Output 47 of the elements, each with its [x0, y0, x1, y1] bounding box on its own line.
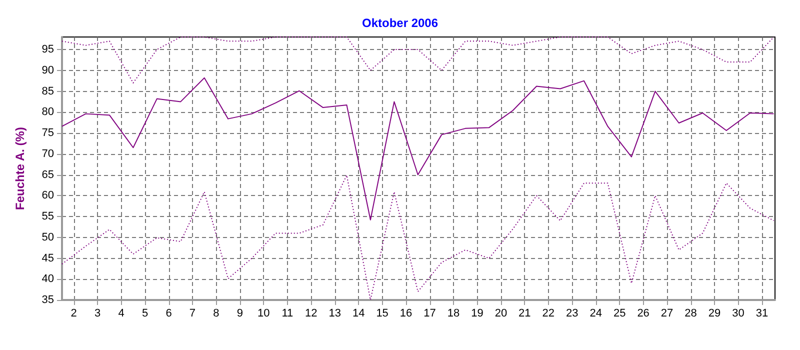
y-axis-title: Feuchte A. (%)	[13, 127, 27, 210]
x-tick-label: 20	[494, 308, 508, 320]
x-tick-label: 19	[471, 308, 484, 320]
x-tick-label: 30	[732, 308, 744, 320]
y-tick-label: 85	[42, 85, 54, 98]
x-tick-label: 17	[424, 308, 436, 320]
x-tick-label: 13	[328, 308, 341, 320]
y-tick-label: 40	[42, 273, 54, 286]
y-tick-label: 95	[42, 44, 54, 56]
x-tick-label: 8	[213, 308, 220, 320]
x-tick-label: 4	[118, 308, 124, 320]
x-tick-label: 26	[637, 308, 650, 320]
y-tick-label: 75	[42, 127, 54, 140]
y-tick-label: 60	[42, 190, 54, 202]
x-tick-label: 10	[258, 308, 270, 320]
line-series	[62, 77, 774, 220]
y-tick-label: 50	[42, 231, 54, 244]
x-tick-label: 9	[236, 308, 244, 320]
y-tick-label: 70	[42, 148, 54, 160]
x-tick-label: 18	[447, 308, 460, 320]
x-tick-label: 12	[305, 308, 318, 320]
x-tick-label: 16	[400, 308, 412, 320]
x-tick-label: 29	[708, 308, 721, 320]
x-tick-label: 3	[94, 308, 101, 320]
x-tick-label: 15	[376, 308, 388, 320]
x-tick-label: 21	[518, 308, 531, 320]
y-tick-label: 65	[42, 168, 54, 181]
x-tick-label: 5	[142, 308, 148, 320]
chart-title: Oktober 2006	[362, 16, 438, 30]
y-tick-label: 45	[42, 252, 54, 264]
x-tick-label: 25	[613, 308, 626, 320]
line-series	[62, 36, 774, 84]
y-tick-label: 90	[42, 64, 54, 76]
x-tick-label: 23	[566, 308, 578, 320]
y-tick-label: 80	[42, 106, 54, 118]
x-tick-label: 27	[660, 308, 674, 320]
x-tick-label: 24	[590, 308, 602, 320]
x-tick-label: 7	[189, 308, 196, 320]
x-tick-label: 6	[166, 308, 172, 320]
x-tick-label: 28	[684, 308, 697, 320]
y-tick-label: 55	[42, 210, 54, 223]
y-tick-label: 35	[42, 294, 54, 306]
x-tick-label: 14	[352, 308, 365, 320]
x-tick-label: 11	[282, 308, 294, 320]
x-tick-label: 22	[542, 308, 555, 320]
x-tick-label: 2	[70, 308, 77, 320]
x-tick-label: 31	[756, 308, 768, 320]
